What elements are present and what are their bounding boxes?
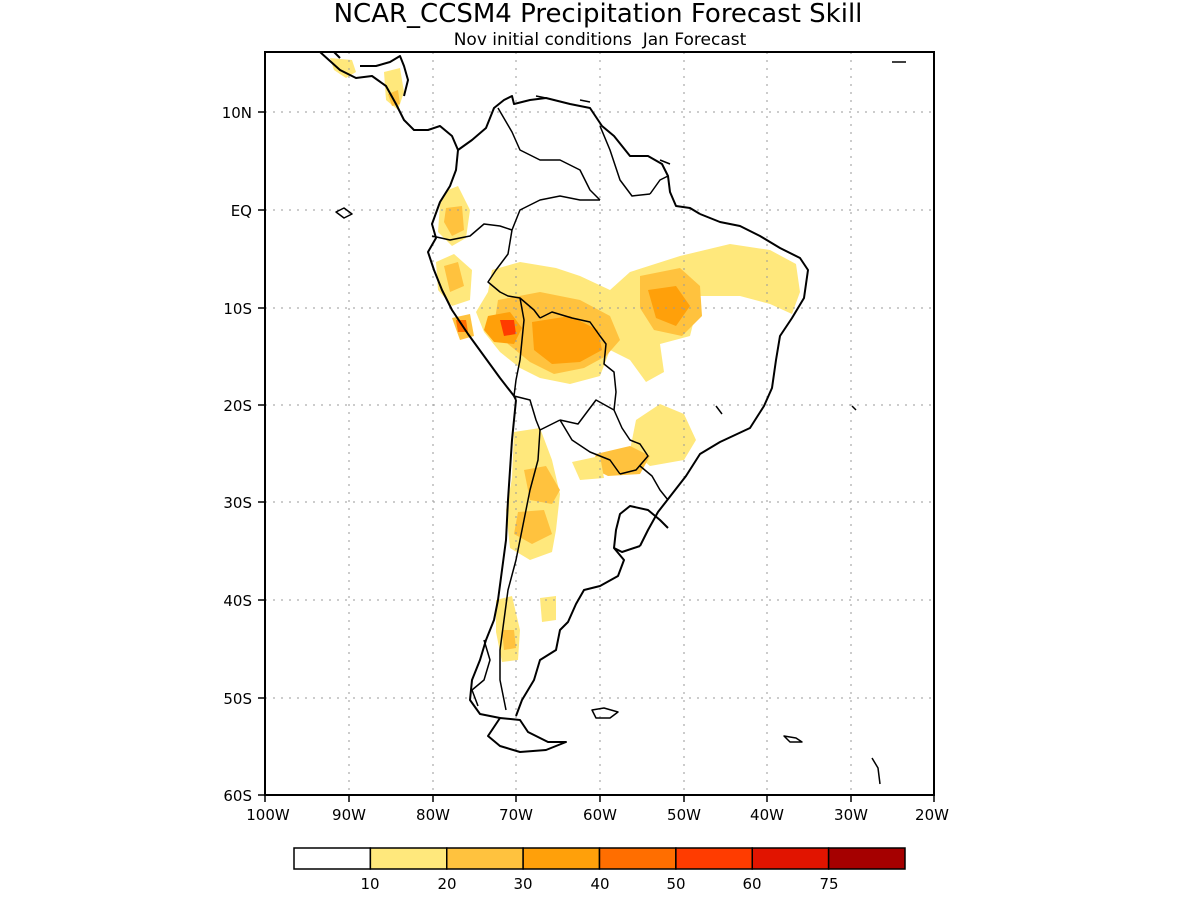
border-argentina-chile <box>499 429 541 711</box>
colorbar-swatch <box>446 847 524 870</box>
skill-patch-peru-red-core <box>500 320 516 336</box>
border-ecuador-peru <box>431 223 513 241</box>
central-america-coast <box>319 52 459 151</box>
skill-patch-bolivia-core <box>532 316 602 364</box>
graticule <box>265 52 934 795</box>
colorbar-label-40: 40 <box>590 875 609 893</box>
central-america-coast-north <box>360 55 409 97</box>
lat-tick-20s: 20S <box>223 397 252 415</box>
skill-patch-central-america <box>330 58 356 78</box>
lat-tick-30s: 30S <box>223 494 252 512</box>
border-guyana-suriname <box>649 175 669 195</box>
uruguay-coast <box>613 505 669 553</box>
lat-tick-10n: 10N <box>222 104 252 122</box>
border-paraguay-brazil <box>613 409 649 475</box>
colorbar-labels: 10 20 30 40 50 60 75 <box>360 875 838 893</box>
caribbean-coast <box>457 95 701 215</box>
fernando-island <box>851 405 857 411</box>
border-colombia-brazil <box>511 195 600 231</box>
border-bolivia-paraguay <box>559 399 615 425</box>
skill-patch-argentina-north-2 <box>524 466 560 504</box>
lat-tick-50s: 50S <box>223 690 252 708</box>
border-bolivia-brazil <box>539 311 617 411</box>
colorbar-label-50: 50 <box>666 875 685 893</box>
colorbar-label-30: 30 <box>513 875 532 893</box>
lon-tick-80w: 80W <box>416 806 450 824</box>
lat-tick-10s: 10S <box>223 300 252 318</box>
lon-tick-100w: 100W <box>246 806 290 824</box>
skill-shading <box>330 58 800 662</box>
chiloe-archipelago <box>471 639 491 707</box>
border-colombia-venezuela <box>497 107 601 201</box>
map-title: NCAR_CCSM4 Precipitation Forecast Skill <box>334 0 863 29</box>
chile-pacific-coast <box>469 399 517 719</box>
falkland-islands <box>591 707 619 719</box>
lon-tick-90w: 90W <box>332 806 366 824</box>
colorbar-label-75: 75 <box>819 875 838 893</box>
lon-axis: 100W 90W 80W 70W 60W 50W 40W 30W 20W <box>246 795 949 824</box>
tierra-del-fuego <box>487 717 567 753</box>
lat-tick-eq: EQ <box>231 202 252 220</box>
brazil-coast-islet <box>715 405 723 415</box>
colorbar-swatch <box>675 847 753 870</box>
lat-axis: 10N EQ 10S 20S 30S 40S 50S 60S <box>222 104 265 805</box>
skill-patch-brazil-ne <box>700 256 780 296</box>
map-subtitle: Nov initial conditions Jan Forecast <box>454 30 747 50</box>
colorbar-swatch <box>522 847 601 870</box>
skill-patch-s-brazil <box>630 404 696 466</box>
trinidad <box>659 159 671 165</box>
colorbar-swatch <box>293 847 372 870</box>
skill-patch-argentina-mid <box>514 510 552 544</box>
skill-patch-paraguay-2 <box>572 456 604 480</box>
skill-patch-ecuador-2 <box>444 206 464 236</box>
border-argentina-bolivia <box>539 419 561 431</box>
colorbar-label-60: 60 <box>742 875 761 893</box>
colorbar-label-10: 10 <box>360 875 379 893</box>
border-peru-brazil <box>487 229 541 319</box>
colorbar-swatch <box>827 847 906 870</box>
lat-tick-40s: 40S <box>223 592 252 610</box>
lon-tick-20w: 20W <box>915 806 949 824</box>
map-frame <box>264 51 935 796</box>
colorbar-label-20: 20 <box>437 875 456 893</box>
peru-pacific-coast <box>427 149 517 401</box>
skill-patch-brazil-east-core <box>648 286 690 326</box>
border-venezuela-guyana <box>599 125 651 197</box>
argentina-atlantic-coast <box>515 547 625 717</box>
border-paraguay-argentina <box>559 419 621 475</box>
lon-tick-40w: 40W <box>750 806 784 824</box>
coastlines <box>319 52 906 785</box>
south-sandwich <box>871 757 881 785</box>
skill-patch-chile-south <box>502 630 516 650</box>
skill-patch-peru-north-2 <box>444 262 464 292</box>
south-georgia <box>783 735 803 743</box>
colorbar-swatch <box>751 847 830 870</box>
lat-tick-60s: 60S <box>223 787 252 805</box>
galapagos-islands <box>335 207 353 219</box>
lon-tick-70w: 70W <box>499 806 533 824</box>
border-peru-bolivia <box>513 297 525 397</box>
colorbar: 10 20 30 40 50 60 75 <box>293 847 906 893</box>
colorbar-swatches <box>293 847 906 870</box>
border-argentina-brazil <box>639 465 669 501</box>
skill-patch-argentina-south-2 <box>540 596 556 622</box>
border-bolivia-chile <box>513 395 541 431</box>
brazil-atlantic-coast <box>639 213 809 547</box>
skill-patch-paraguay <box>592 446 650 476</box>
colorbar-swatch <box>369 847 448 870</box>
colorbar-swatch <box>598 847 677 870</box>
lon-tick-50w: 50W <box>667 806 701 824</box>
caribbean-islands <box>535 95 591 103</box>
lon-tick-30w: 30W <box>834 806 868 824</box>
lon-tick-60w: 60W <box>583 806 617 824</box>
